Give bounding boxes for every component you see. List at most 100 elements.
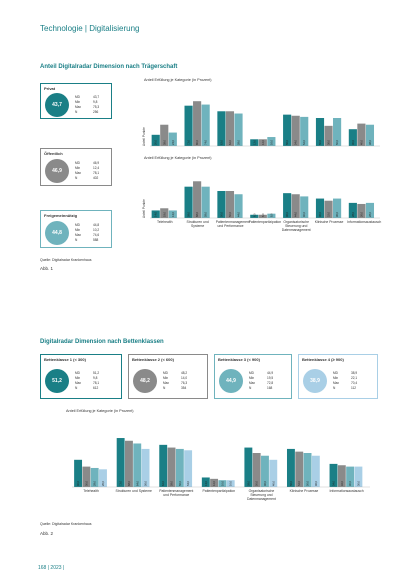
stat-label: N [75,110,78,114]
score-circle: 46,9 [45,159,69,183]
stat-row: MD 51,2 [75,371,111,376]
stat-label: Min [249,375,255,380]
stat-value: 74,6 [93,233,100,237]
bar-value-label: 56,0 [144,480,148,486]
stat-row: N 612 [75,386,111,391]
bar [193,181,202,218]
section-title: Digitalradar Dimension nach Bettenklasse… [40,339,164,345]
bar [99,469,107,487]
stat-row: N 112 [333,386,369,391]
box-title: Bettenklasse 1 (< 300) [44,357,86,362]
bar-value-label: 58,0 [204,211,208,217]
stat-value: 76,3 [181,380,188,385]
stat-row: Min 19,5 [249,376,285,381]
stat-row: N 402 [75,176,111,181]
bar-value-label: 56,0 [289,480,293,486]
stat-label: Min [75,100,81,104]
bar-value-label: 12,0 [252,139,256,145]
bar [324,125,333,146]
bar [258,139,267,146]
figure-label: Abb. 1 [40,266,54,271]
bar-value-label: 10,0 [220,480,224,486]
stat-label: Max [75,105,82,109]
stat-label: MD [75,370,80,375]
bar [184,450,193,487]
stat-box: Privat 43,7 MD 43,7 Min 9,8 Max 75,3 N 256 [40,83,112,119]
bar-value-label: 40,0 [359,139,363,145]
chart-svg: Anteil Erfüllung je Kategorie (in Prozen… [142,78,380,147]
stat-value: 14,0 [181,375,188,380]
x-tick-label: Telehealth [83,489,99,493]
bar [252,453,261,487]
stat-row: Max 76,3 [163,381,199,386]
bar [286,448,295,487]
bar-value-label: 68,0 [127,480,131,486]
box-title: Bettenklasse 4 (≥ 900) [302,357,344,362]
bar [295,451,304,487]
bar-value-label: 10,0 [229,480,233,486]
bar-value-label: 14,0 [171,211,175,217]
stat-label: N [333,385,336,390]
chart: Anteil Erfüllung je Kategorie (in Prozen… [38,407,370,519]
bar-value-label: 56,0 [178,480,182,486]
stat-row: MD 38,9 [333,371,369,376]
bar [141,448,150,487]
stat-row: N 588 [75,238,111,243]
bar [311,455,320,487]
bar-value-label: 50,0 [228,211,232,217]
stat-label: Min [75,228,81,232]
bar [250,139,259,146]
x-tick-label: Klinische Prozesse [289,489,319,493]
bar [168,210,177,218]
stat-value: 12,4 [93,166,100,170]
bar [125,440,133,487]
bar-value-label: 50,0 [318,139,322,145]
bar-value-label: 54,0 [294,139,298,145]
stat-value: 9,8 [93,375,98,380]
stat-label: Min [163,375,169,380]
stat-value: 402 [93,176,99,180]
bar [333,118,342,146]
bar [291,115,300,146]
bar-value-label: 30,0 [356,480,360,486]
figure-label: Abb. 2 [40,531,54,536]
bar [348,129,357,146]
bar-value-label: 8,0 [269,213,273,217]
stat-label: Min [75,166,81,170]
bar-value-label: 28,0 [351,211,355,217]
box-title: Privat [44,86,56,91]
bar-value-label: 6,0 [261,213,265,217]
stat-box: Bettenklasse 2 (< 600) 48,2 MD 48,2 Min 14,0 M… [128,354,208,399]
stat-label: MD [75,95,80,99]
bar-value-label: 32,0 [327,211,331,217]
bar-value-label: 30,0 [348,480,352,486]
bar-value-label: 58,0 [170,480,174,486]
bar [193,101,202,146]
bar-value-label: 56,0 [285,139,289,145]
stat-value: 588 [93,238,99,242]
bar [159,444,168,487]
stat-row: Min 10,2 [75,228,111,233]
score-circle: 43,7 [45,93,69,117]
stat-value: 9,8 [93,100,98,104]
stat-label: Min [75,375,81,380]
bar-value-label: 38,0 [368,139,372,145]
bar-value-label: 6,0 [252,213,256,217]
bar-value-label: 12,0 [261,139,265,145]
stat-value: 72,8 [267,380,274,385]
bar-value-label: 58,0 [237,139,241,145]
x-tick-label: Telehealth [157,220,173,224]
bar [258,214,267,218]
bar [269,459,278,487]
stat-value: 46,9 [93,161,100,165]
stats: MD 48,2 Min 14,0 Max 76,3 N 354 [163,371,199,391]
bar [337,465,346,487]
bar [267,137,276,146]
stat-value: 78,1 [93,380,100,385]
stat-label: MD [333,370,338,375]
source: Quelle: Digitalradar Krankenhaus [40,522,92,526]
bar-value-label: 50,0 [306,480,310,486]
header: Technologie | Digitalisierung [40,24,140,33]
bar [82,466,91,487]
bar [167,447,176,487]
